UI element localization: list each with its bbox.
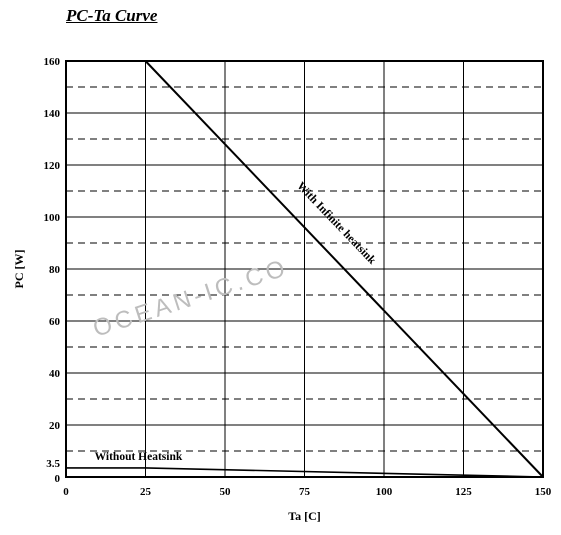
x-tick-label: 100 (376, 486, 393, 498)
plot-frame (65, 60, 544, 478)
tick-labels: 0 25 50 75 100 125 150 0 3.5 20 40 60 80 100 120 140 160 (44, 56, 552, 498)
watermark-text: OCEAN-IC.CO (90, 254, 292, 343)
y-tick-label: 140 (44, 108, 61, 120)
y-tick-label: 80 (49, 264, 61, 276)
label-with-infinite-heatsink: With Infinite heatsink (294, 180, 378, 267)
y-tick-label: 60 (49, 316, 61, 328)
series-group (66, 60, 544, 478)
x-tick-label: 125 (455, 486, 472, 498)
x-tick-label: 150 (535, 486, 552, 498)
x-tick-label: 75 (299, 486, 311, 498)
grid-lines (66, 61, 543, 477)
series-line-without-heatsink (66, 467, 544, 478)
x-axis-label: Ta [C] (288, 509, 321, 523)
series-line-with-infinite-heatsink (144, 60, 544, 478)
x-tick-label: 0 (63, 486, 69, 498)
x-tick-label: 50 (220, 486, 232, 498)
y-axis-label: PC [W] (12, 250, 26, 289)
y-tick-label: 0 (55, 473, 61, 485)
y-tick-label: 20 (49, 420, 61, 432)
x-tick-label: 25 (140, 486, 152, 498)
y-tick-label: 40 (49, 368, 61, 380)
y-tick-label: 120 (44, 160, 61, 172)
chart-title: PC-Ta Curve (66, 6, 158, 25)
y-tick-label: 100 (44, 212, 61, 224)
y-tick-label: 160 (44, 56, 61, 68)
y-tick-label: 3.5 (46, 458, 60, 470)
label-without-heatsink: Without Heatsink (95, 451, 183, 463)
